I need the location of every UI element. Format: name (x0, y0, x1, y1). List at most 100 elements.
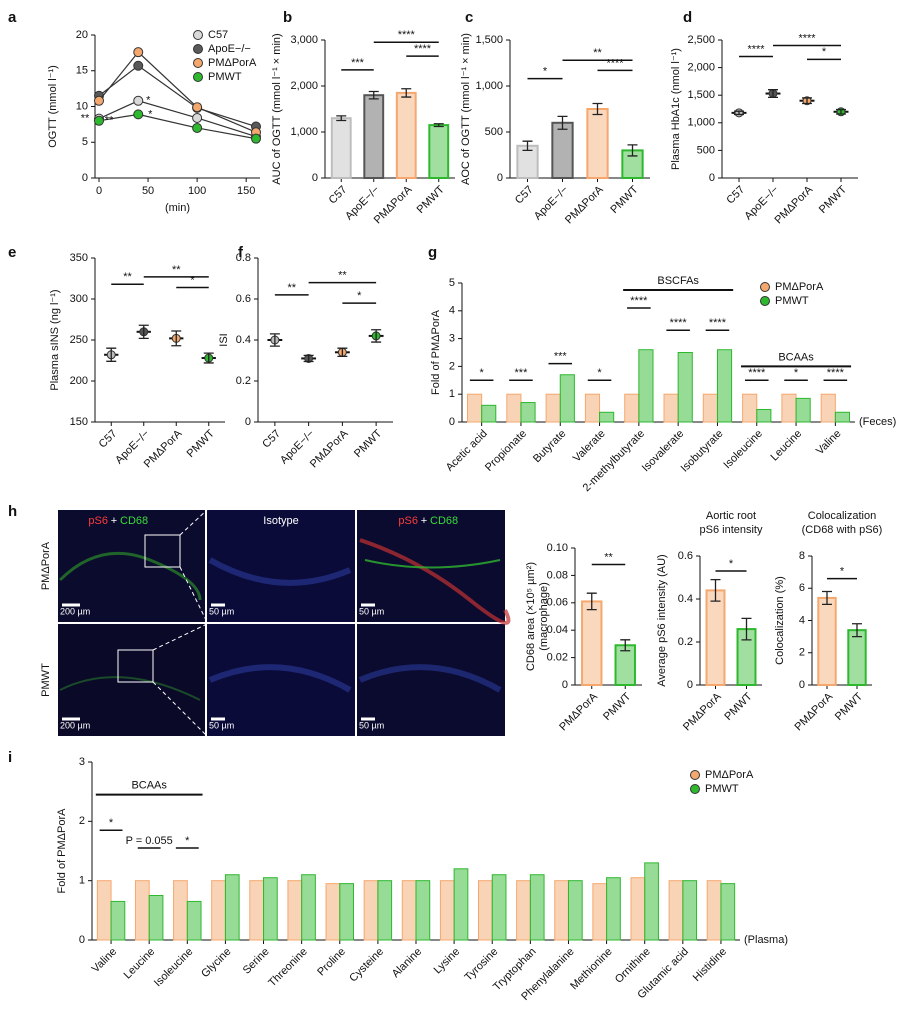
zoom-line (179, 566, 208, 623)
significance: P = 0.055 (126, 835, 173, 847)
bar (820, 393, 836, 423)
x-tick-label: PMWT (601, 690, 633, 722)
y-tick-label: 0.4 (236, 334, 251, 346)
y-tick-label: 0 (245, 416, 251, 428)
error-bar (592, 102, 603, 116)
legend-marker (760, 296, 770, 306)
bar (834, 411, 850, 423)
y-tick-label: 0.6 (236, 293, 251, 305)
bar (630, 877, 646, 941)
legend-label: ApoE−/− (208, 43, 251, 55)
y-tick-label: 2 (449, 360, 455, 372)
tissue (359, 538, 511, 625)
y-tick-label: 150 (70, 416, 88, 428)
error-bar (627, 144, 638, 157)
error-bar (734, 110, 744, 116)
x-tick-label: Leucine (122, 946, 158, 982)
y-tick-label: 0 (709, 172, 715, 184)
bar (224, 874, 240, 941)
error-bar (138, 324, 149, 340)
significance: ** (338, 270, 347, 282)
y-tick-label: 0 (562, 679, 568, 691)
x-tick-label: Glycine (199, 946, 233, 980)
significance: **** (747, 43, 765, 55)
bar (330, 117, 352, 179)
bar (263, 877, 278, 941)
bar (96, 880, 112, 941)
significance: * (597, 367, 602, 379)
error-bar (203, 352, 214, 364)
significance: **** (748, 367, 766, 379)
error-bar (557, 115, 568, 130)
significance: * (146, 95, 151, 107)
panel-letter: c (465, 9, 473, 26)
y-axis-label: (macrophage) (538, 582, 550, 650)
bar (478, 880, 493, 941)
legend-label: PMWT (208, 71, 242, 83)
x-tick-label: PMWT (722, 690, 754, 722)
y-tick-label: 8 (799, 550, 805, 562)
y-tick-label: 4 (449, 305, 455, 317)
legend-label: C57 (208, 29, 228, 41)
panel-letter: a (8, 9, 17, 26)
bar (401, 880, 417, 941)
x-tick-label: PMΔPorA (308, 427, 351, 470)
stain-label: pS6 (398, 515, 418, 527)
y-axis-label: AOC of OGTT (mmol l⁻¹ × min) (460, 33, 472, 185)
significance: * (794, 367, 799, 379)
x-tick-label: 50 (142, 185, 154, 197)
panel-letter: f (238, 244, 244, 261)
legend-marker (193, 58, 203, 68)
significance: * (109, 817, 114, 829)
significance: ** (123, 271, 132, 283)
line (98, 113, 257, 140)
panel-letter: b (283, 9, 292, 26)
significance: *** (554, 351, 568, 363)
significance: * (840, 565, 845, 577)
point (133, 95, 144, 106)
annotation: BSCFAs (657, 275, 699, 287)
significance: **** (827, 367, 845, 379)
significance: * (185, 835, 190, 847)
y-axis-label: Fold of PMΔPorA (430, 309, 442, 395)
bar (395, 91, 417, 179)
significance: *** (351, 57, 365, 69)
significance: **** (414, 43, 432, 55)
x-tick-label: PMWT (415, 183, 447, 215)
significance: **** (606, 57, 624, 69)
bar (110, 900, 126, 941)
y-tick-label: 2 (79, 815, 85, 827)
tissue (208, 557, 352, 586)
y-tick-label: 200 (70, 375, 88, 387)
y-tick-label: 500 (697, 144, 715, 156)
y-axis-label: AUC of OGTT (mmol l⁻¹ × min) (271, 33, 283, 184)
x-tick-label: 150 (237, 185, 255, 197)
y-tick-label: 0 (312, 172, 318, 184)
y-tick-label: 0.2 (678, 636, 693, 648)
bar (211, 880, 226, 941)
x-tick-label: Valine (814, 428, 844, 458)
significance: **** (630, 295, 648, 307)
error-bar (171, 330, 182, 347)
x-tick-label: C57 (327, 184, 350, 207)
bar (363, 94, 385, 179)
significance: ** (287, 282, 296, 294)
bar (644, 862, 659, 941)
y-tick-label: 2,500 (687, 34, 715, 46)
bar (599, 411, 615, 423)
significance: * (729, 558, 734, 570)
line (98, 100, 257, 138)
bar (481, 404, 497, 423)
x-tick-label: PMΔPorA (681, 690, 724, 733)
bar (186, 900, 202, 941)
x-tick-label: Lysine (432, 946, 463, 977)
y-tick-label: 1,000 (687, 117, 715, 129)
x-tick-label: Ornithine (613, 946, 653, 986)
significance: ** (604, 551, 613, 563)
annotation: (Plasma) (744, 934, 788, 946)
error-bar (303, 354, 314, 363)
x-tick-label: 0 (96, 185, 102, 197)
bar (377, 880, 393, 941)
x-tick-label: Serine (241, 946, 272, 977)
point (192, 122, 203, 133)
